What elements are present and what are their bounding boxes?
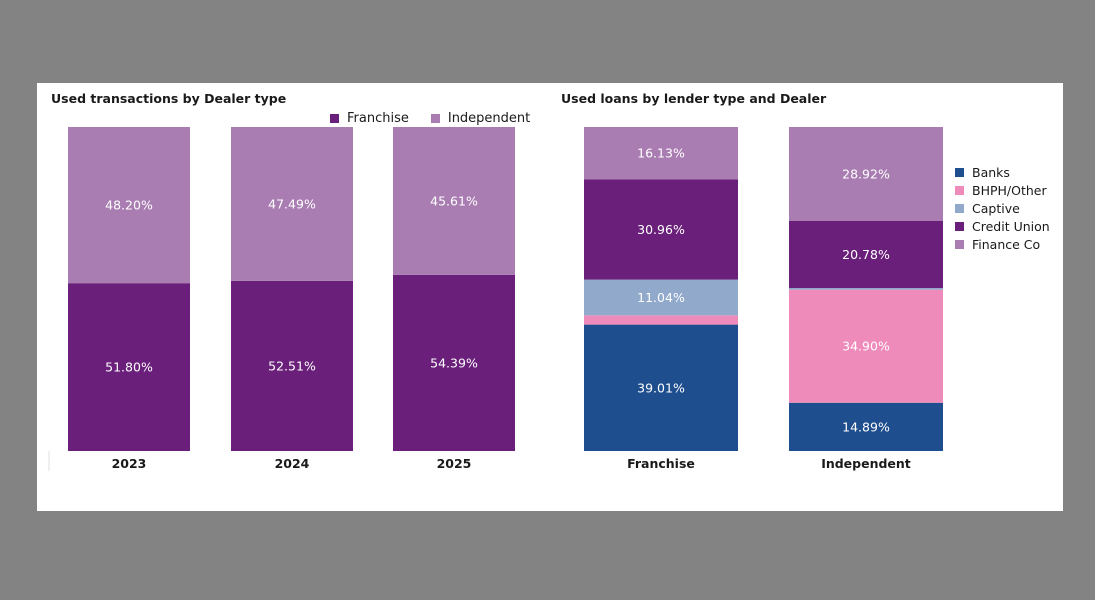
legend-label: Credit Union (972, 218, 1050, 234)
left-chart-legend: Franchise Independent (330, 111, 530, 126)
legend-item-banks[interactable]: Banks (955, 164, 1050, 180)
data-label: 47.49% (268, 196, 316, 211)
bar-banks-franchise[interactable] (584, 324, 738, 451)
legend-item-finance-co[interactable]: Finance Co (955, 236, 1050, 252)
data-label: 54.39% (430, 355, 478, 370)
x-tick-label: Independent (821, 456, 911, 471)
bar-bhph-other-independent[interactable] (789, 289, 943, 403)
left-chart-title: Used transactions by Dealer type (51, 91, 287, 106)
bar-credit-union-independent[interactable] (789, 220, 943, 289)
data-label: 52.51% (268, 358, 316, 373)
data-label: 14.89% (842, 419, 890, 434)
legend-item-bhph-other[interactable]: BHPH/Other (955, 182, 1050, 198)
legend-label: Independent (447, 111, 531, 126)
bar-independent-2023[interactable] (68, 127, 190, 284)
legend-swatch (955, 221, 964, 231)
data-label: 51.80% (105, 360, 153, 375)
right-chart-title: Used loans by lender type and Dealer (561, 91, 827, 106)
data-label: 30.96% (637, 222, 685, 237)
legend-label: Banks (972, 164, 1010, 180)
bar-captive-franchise[interactable] (584, 279, 738, 316)
bar-credit-union-franchise[interactable] (584, 179, 738, 280)
data-label: 45.61% (430, 193, 478, 208)
x-tick-label: 2025 (437, 456, 472, 471)
dashboard-panel: Used transactions by Dealer type Franchi… (37, 83, 1063, 511)
data-label: 48.20% (105, 198, 153, 213)
bar-finance-co-independent[interactable] (789, 127, 943, 221)
legend-swatch (955, 239, 964, 249)
x-tick-label: Franchise (627, 456, 695, 471)
legend-swatch (955, 185, 964, 195)
legend-swatch (955, 167, 964, 177)
legend-label: Franchise (347, 111, 409, 126)
right-chart-legend: Banks BHPH/Other Captive Credit Union Financ… (955, 165, 1050, 255)
bar-independent-2025[interactable] (393, 127, 515, 275)
x-tick-label: 2023 (112, 456, 147, 471)
bar-finance-co-franchise[interactable] (584, 127, 738, 180)
legend-label: Finance Co (972, 236, 1041, 252)
bar-banks-independent[interactable] (789, 402, 943, 451)
legend-item-franchise[interactable]: Franchise (330, 111, 409, 126)
legend-swatch (955, 203, 964, 213)
legend-label: Captive (972, 200, 1020, 216)
legend-item-captive[interactable]: Captive (955, 200, 1050, 216)
bar-independent-2024[interactable] (231, 127, 353, 281)
bar-franchise-2024[interactable] (231, 280, 353, 451)
legend-item-independent[interactable]: Independent (430, 111, 531, 126)
legend-swatch (330, 114, 339, 123)
data-label: 39.01% (637, 380, 685, 395)
right-chart: 39.01% 11.04% 30.96% 16.13% Franchise 14.89% 3… (584, 127, 943, 471)
bar-franchise-2023[interactable] (68, 283, 190, 451)
data-label: 20.78% (842, 247, 890, 262)
data-label: 28.92% (842, 166, 890, 181)
legend-label: BHPH/Other (972, 182, 1047, 198)
bar-franchise-2025[interactable] (393, 274, 515, 451)
left-chart: 51.80% 48.20% 2023 52.51% 47.49% 2024 54.39% 45… (48, 127, 515, 471)
legend-item-credit-union[interactable]: Credit Union (955, 218, 1050, 234)
bar-captive-independent[interactable] (789, 288, 943, 290)
x-tick-label: 2024 (275, 456, 310, 471)
bar-bhph-other-franchise[interactable] (584, 315, 738, 325)
data-label: 11.04% (637, 290, 685, 305)
data-label: 16.13% (637, 146, 685, 161)
legend-swatch (430, 114, 440, 123)
data-label: 34.90% (842, 339, 890, 354)
